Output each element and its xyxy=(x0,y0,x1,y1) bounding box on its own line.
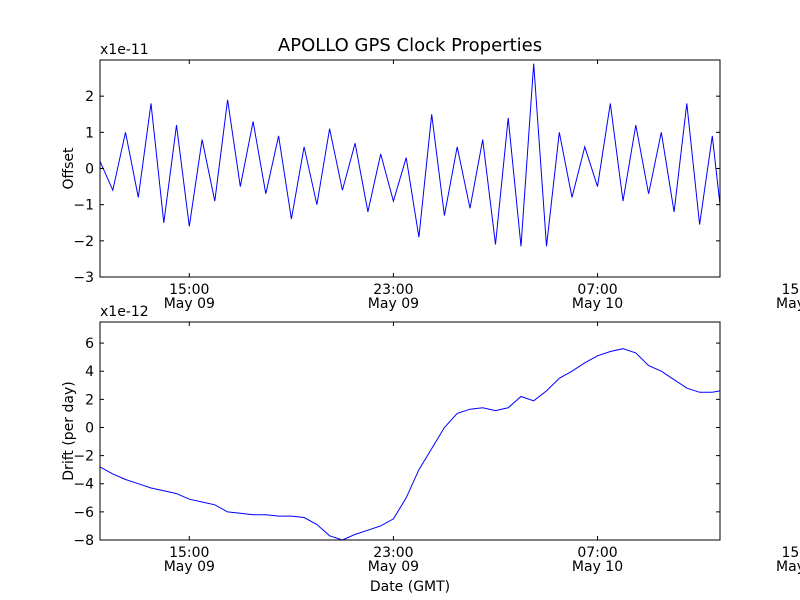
x-tick-date-label: May 10 xyxy=(572,296,623,312)
x-axis-label: Date (GMT) xyxy=(370,579,450,595)
x-tick-time-label: 23:00 xyxy=(373,282,413,298)
axes-frame xyxy=(99,59,721,278)
x-tick-time-label: 15:00 xyxy=(781,545,800,561)
y-tick-label: −2 xyxy=(73,234,94,250)
axis-multiplier-label: x1e-12 xyxy=(100,304,149,320)
y-tick-label: 6 xyxy=(85,336,94,352)
x-tick-date-label: May 10 xyxy=(572,559,623,575)
series-line-0 xyxy=(100,348,720,540)
x-tick-time-label: 23:00 xyxy=(373,545,413,561)
y-tick-label: −6 xyxy=(73,505,94,521)
y-tick-label: 4 xyxy=(85,364,94,380)
figure-title: APOLLO GPS Clock Properties xyxy=(278,35,542,56)
x-tick-time-label: 07:00 xyxy=(577,282,617,298)
x-tick-date-label: May 09 xyxy=(368,296,419,312)
y-tick-label: 2 xyxy=(85,392,94,408)
x-tick-time-label: 15:00 xyxy=(169,545,209,561)
y-tick-label: 0 xyxy=(85,162,94,178)
y-tick-label: −3 xyxy=(73,270,94,286)
y-axis-label: Drift (per day) xyxy=(61,381,77,480)
x-tick-date-label: May 10 xyxy=(776,296,800,312)
x-tick-time-label: 15:00 xyxy=(169,282,209,298)
x-tick-time-label: 15:00 xyxy=(781,282,800,298)
series-line-0 xyxy=(100,63,720,247)
axes-frame xyxy=(99,321,721,541)
x-tick-date-label: May 10 xyxy=(776,559,800,575)
x-tick-time-label: 07:00 xyxy=(577,545,617,561)
axis-multiplier-label: x1e-11 xyxy=(100,42,149,58)
y-tick-label: 1 xyxy=(85,125,94,141)
y-tick-label: −8 xyxy=(73,533,94,549)
x-tick-date-label: May 09 xyxy=(164,559,215,575)
y-tick-label: −1 xyxy=(73,198,94,214)
y-tick-label: 0 xyxy=(85,420,94,436)
y-tick-label: −4 xyxy=(73,477,94,493)
y-tick-label: 2 xyxy=(85,89,94,105)
x-tick-date-label: May 09 xyxy=(368,559,419,575)
x-tick-date-label: May 09 xyxy=(164,296,215,312)
y-tick-label: −2 xyxy=(73,449,94,465)
y-axis-label: Offset xyxy=(61,147,77,190)
